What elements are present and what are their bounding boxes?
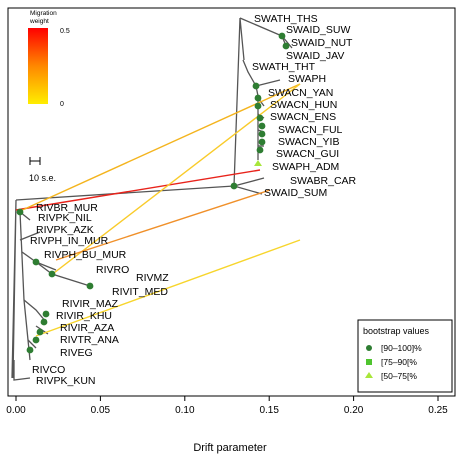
node-marker xyxy=(256,114,264,122)
leaf-label: SWACN_YAN xyxy=(268,87,333,99)
bootstrap-legend: bootstrap values [90–100]% [75–90[% [50–… xyxy=(357,319,453,393)
leaf-labels: SWATH_THSSWAID_SUWSWAID_NUTSWAID_JAVSWAT… xyxy=(30,13,357,387)
leaf-label: SWAID_SUM xyxy=(264,187,327,199)
leaf-label: RIVPH_BU_MUR xyxy=(44,249,127,261)
leaf-label: RIVPK_KUN xyxy=(36,375,96,387)
migration-edge-2 xyxy=(17,83,301,213)
branch-riv-stem xyxy=(19,211,31,361)
leaf-label: RIVIR_KHU xyxy=(56,310,112,322)
node-marker xyxy=(48,270,56,278)
node-marker xyxy=(42,310,50,318)
branch-swa-stem xyxy=(15,185,235,201)
leaf-label: SWAPH_ADM xyxy=(272,161,339,173)
x-axis: 0.00 0.05 0.10 0.15 0.20 0.25 xyxy=(6,396,448,416)
leaf-label: RIVRO xyxy=(96,264,129,276)
node-marker-triangle xyxy=(254,160,262,166)
leaf-label: RIVEG xyxy=(60,347,93,359)
bootstrap-legend-title: bootstrap values xyxy=(363,326,430,336)
migration-edge-4 xyxy=(55,189,271,261)
bootstrap-legend-item-1: [90–100]% xyxy=(381,343,422,353)
node-marker xyxy=(26,346,34,354)
leaf-label: RIVIR_MAZ xyxy=(62,298,119,310)
node-marker xyxy=(258,138,266,146)
leaf-label: RIVBR_MUR xyxy=(36,202,98,214)
plot-frame xyxy=(7,7,456,397)
leaf-label: SWATH_THS xyxy=(254,13,318,25)
x-tick-label: 0.25 xyxy=(428,405,448,416)
leaf-label: SWAID_SUW xyxy=(286,24,350,36)
leaf-label: SWACN_FUL xyxy=(278,124,343,136)
leaf-label: RIVCO xyxy=(32,364,65,376)
migration-legend-max: 0.5 xyxy=(60,28,70,35)
migration-weight-legend: Migration weight 0.5 0 xyxy=(28,10,70,108)
branch-swabr-car xyxy=(233,177,265,187)
node-marker xyxy=(254,94,262,102)
branch-rivco xyxy=(13,360,31,381)
leaf-label: SWACN_ENS xyxy=(270,111,336,123)
scale-bar-label: 10 s.e. xyxy=(29,173,56,183)
leaf-label: SWAID_JAV xyxy=(286,50,344,62)
branch-swa-upper xyxy=(233,17,245,187)
migration-edge-1 xyxy=(15,169,261,211)
node-marker xyxy=(258,130,266,138)
x-axis-label: Drift parameter xyxy=(193,442,267,454)
leaf-label: RIVIT_MED xyxy=(112,286,168,298)
node-marker xyxy=(32,258,40,266)
leaf-label: RIVIR_AZA xyxy=(60,322,114,334)
node-marker xyxy=(278,32,286,40)
node-marker xyxy=(86,282,94,290)
x-tick-label: 0.15 xyxy=(259,405,279,416)
leaf-label: SWABR_CAR xyxy=(290,175,357,187)
migration-edge-5 xyxy=(35,239,301,337)
migration-legend-title-line2: weight xyxy=(29,18,49,25)
branch-root xyxy=(11,199,17,379)
leaf-label: SWAPH xyxy=(288,73,326,85)
leaf-label: RIVPK_AZK xyxy=(36,224,94,236)
bootstrap-legend-item-3: [50–75[% xyxy=(381,371,417,381)
node-marker xyxy=(254,102,262,110)
migration-gradient-bar xyxy=(28,28,48,104)
leaf-label: RIVPK_NIL xyxy=(38,212,92,224)
node-marker xyxy=(258,122,266,130)
migration-legend-title-line1: Migration xyxy=(30,10,57,17)
node-marker xyxy=(256,146,264,154)
leaf-label: RIVMZ xyxy=(136,272,169,284)
branch-rivro xyxy=(35,261,57,271)
scale-bar: 10 s.e. xyxy=(29,157,56,183)
x-tick-label: 0.20 xyxy=(344,405,364,416)
branch-swaph xyxy=(255,79,281,87)
node-marker xyxy=(252,82,260,90)
bootstrap-legend-triangle-icon xyxy=(365,372,373,378)
bootstrap-legend-square-icon xyxy=(366,359,372,365)
node-marker xyxy=(16,208,24,216)
node-marker xyxy=(40,318,48,326)
x-tick-label: 0.00 xyxy=(6,405,26,416)
x-tick-label: 0.10 xyxy=(175,405,195,416)
bootstrap-legend-item-2: [75–90[% xyxy=(381,357,417,367)
leaf-label: SWAID_NUT xyxy=(291,37,353,49)
node-marker xyxy=(32,336,40,344)
leaf-label: RIVPH_IN_MUR xyxy=(30,235,109,247)
branch-swaid-sum xyxy=(233,185,263,195)
tree-branches xyxy=(11,17,293,381)
branch-swath-tht xyxy=(242,59,257,87)
node-marker xyxy=(282,42,290,50)
migration-legend-min: 0 xyxy=(60,101,64,108)
leaf-label: SWACN_HUN xyxy=(270,99,337,111)
node-marker xyxy=(36,328,44,336)
bootstrap-legend-circle-icon xyxy=(366,345,372,351)
x-tick-label: 0.05 xyxy=(91,405,111,416)
branch-rivpk-azk xyxy=(19,231,41,241)
branch-rivir xyxy=(23,299,47,323)
bootstrap-nodes xyxy=(16,32,290,354)
node-marker xyxy=(230,182,238,190)
branch-riveg xyxy=(27,339,37,349)
leaf-label: SWACN_GUI xyxy=(276,148,339,160)
leaf-label: SWATH_THT xyxy=(252,61,316,73)
leaf-label: RIVTR_ANA xyxy=(60,334,119,346)
leaf-label: SWACN_YIB xyxy=(278,136,339,148)
